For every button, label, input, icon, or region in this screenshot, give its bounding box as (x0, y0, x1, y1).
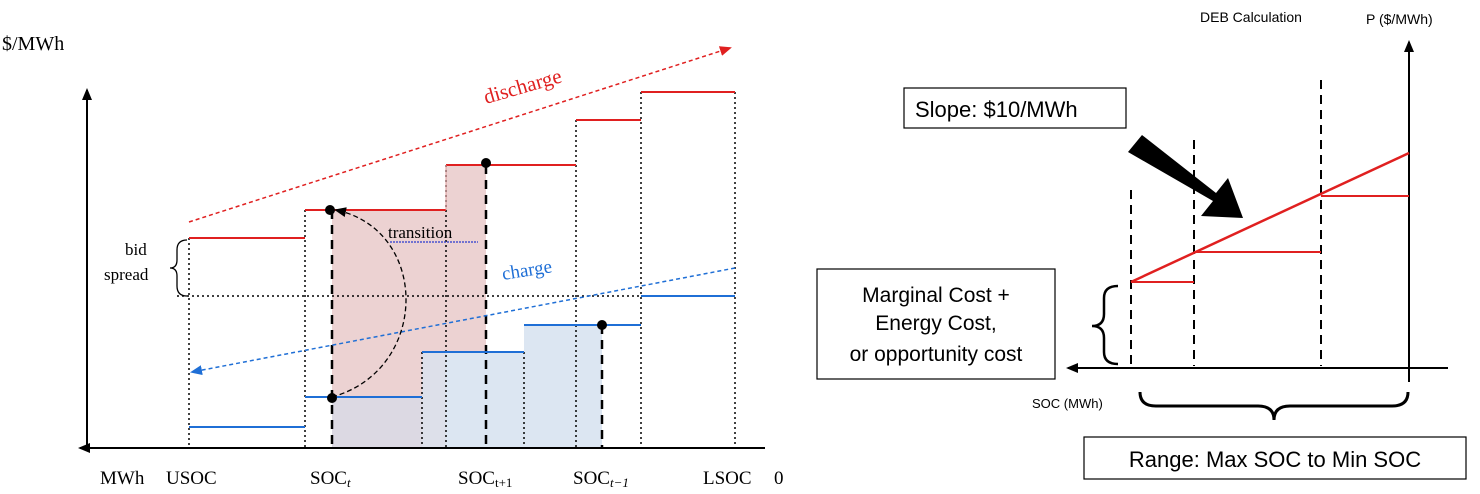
charge-trend-arrow (190, 267, 736, 376)
right-diagram: Slope: $10/MWh Marginal Cost + Energy Co… (816, 9, 1467, 480)
discharge-trend-arrow (188, 46, 732, 223)
charge-area (446, 325, 602, 448)
cost-box-line-1: Marginal Cost + (862, 284, 1010, 307)
bid-label: bid (125, 240, 147, 259)
range-box (1083, 436, 1467, 480)
slope-box-text: Slope: $10/MWh (915, 97, 1078, 122)
cost-brace (1091, 284, 1119, 366)
transition-arc (331, 207, 407, 398)
soc-t-label: SOCt (310, 468, 351, 490)
cost-box-line-2: Energy Cost, (875, 312, 996, 335)
state-dot (481, 158, 491, 168)
soc-tm1-label: SOCt−1 (573, 468, 629, 490)
transition-label: transition (388, 223, 453, 242)
cost-box-line-3: or opportunity cost (850, 343, 1023, 366)
bid-spread-brace (169, 239, 188, 297)
state-dot (597, 320, 607, 330)
x-unit-label: MWh (100, 468, 145, 489)
slope-box (903, 87, 1127, 129)
state-dot (327, 393, 337, 403)
price-steps (1131, 195, 1409, 283)
charge-steps (189, 295, 735, 428)
left-diagram: $/MWh MWh USOC SOCt SOCt+1 SOCt−1 LSOC 0… (2, 33, 784, 490)
soc-dashed-lines (330, 165, 604, 448)
lsoc-label: LSOC (703, 468, 752, 489)
spread-label: spread (104, 265, 149, 284)
slope-pointer-arrow (1128, 135, 1243, 218)
dotted-dividers (177, 92, 736, 448)
price-slope-line (1130, 151, 1410, 284)
state-dot (325, 205, 335, 215)
overlap-area (332, 397, 422, 448)
range-dividers (1130, 80, 1322, 366)
deb-title: DEB Calculation (1200, 9, 1302, 25)
soc-axis-label: SOC (MWh) (1032, 396, 1103, 411)
discharge-area (332, 165, 486, 397)
usoc-label: USOC (166, 468, 217, 489)
zero-label: 0 (774, 468, 784, 489)
price-axis-label: P ($/MWh) (1366, 11, 1433, 27)
range-brace (1138, 391, 1410, 421)
soc-t1-label: SOCt+1 (458, 468, 512, 490)
charge-label: charge (500, 256, 553, 285)
overlap-area-2 (422, 352, 446, 448)
cost-box (816, 268, 1056, 380)
y-axis-label: $/MWh (2, 33, 64, 55)
discharge-label: discharge (481, 64, 565, 109)
range-box-text: Range: Max SOC to Min SOC (1129, 447, 1421, 472)
